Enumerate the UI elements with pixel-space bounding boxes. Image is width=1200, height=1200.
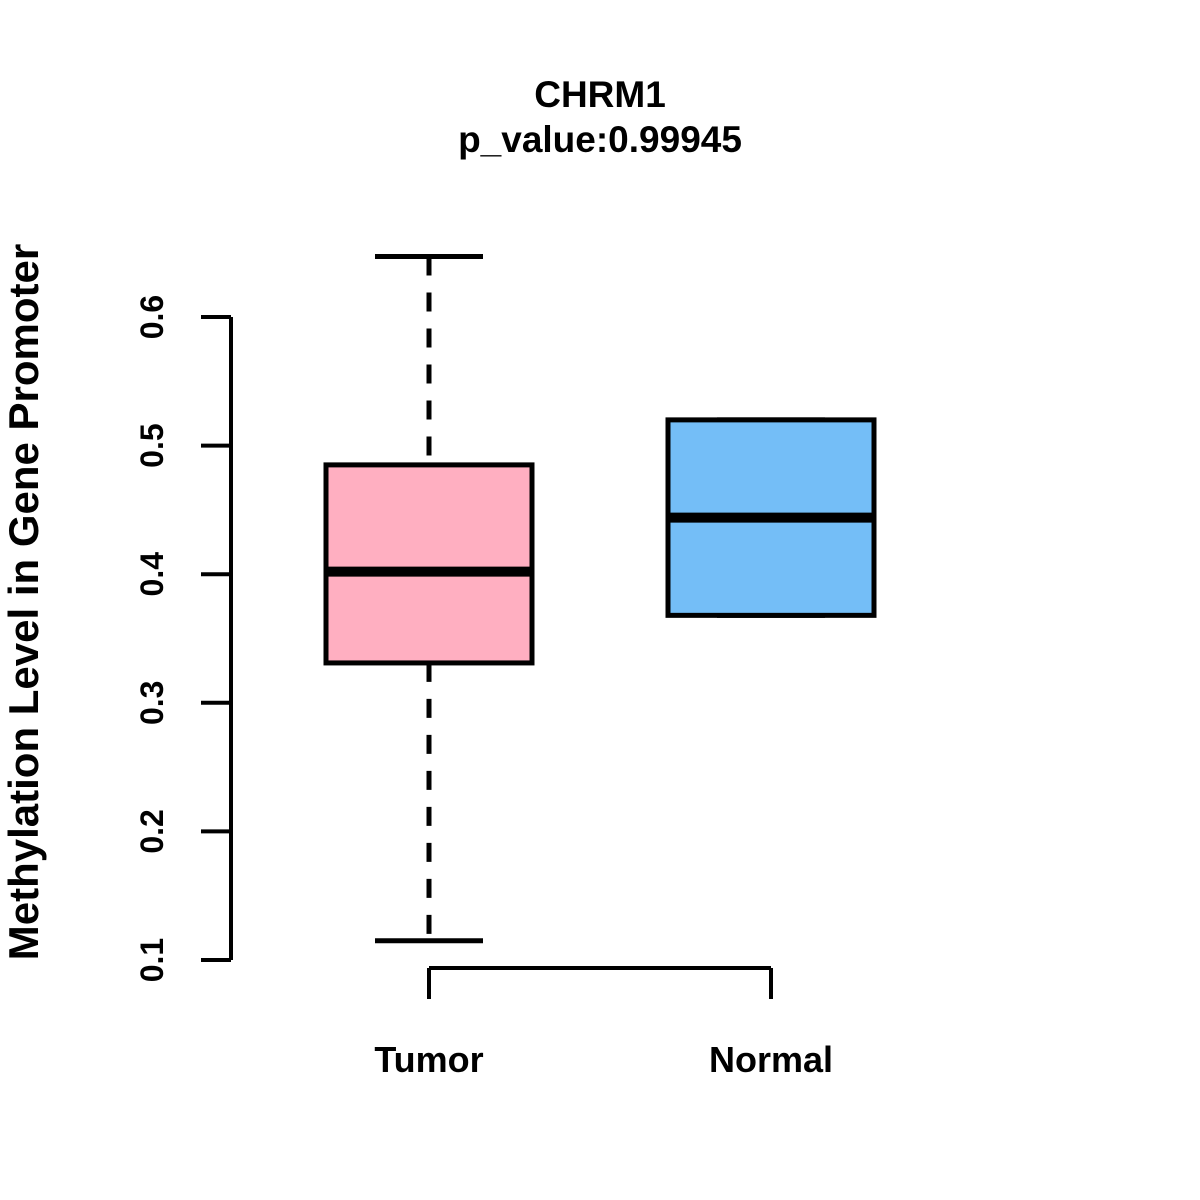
x-category-label: Tumor	[374, 1039, 483, 1080]
y-tick-label: 0.1	[134, 938, 170, 982]
chart-subtitle: p_value:0.99945	[458, 119, 742, 160]
box-tumor	[323, 254, 535, 944]
box-normal	[665, 417, 877, 618]
x-axis: Tumor Normal	[374, 966, 833, 1080]
y-tick-label: 0.5	[134, 423, 170, 467]
chart-title: CHRM1	[534, 74, 666, 115]
x-category-label: Normal	[709, 1039, 833, 1080]
boxes	[323, 254, 877, 944]
y-axis: 0.1 0.2 0.3 0.4 0.5 0.6	[134, 295, 233, 982]
y-tick-label: 0.6	[134, 295, 170, 339]
y-tick-label: 0.3	[134, 681, 170, 725]
iqr-box	[323, 462, 535, 666]
y-axis-title: Methylation Level in Gene Promoter	[0, 244, 47, 960]
y-tick-label: 0.2	[134, 809, 170, 853]
y-tick-label: 0.4	[134, 552, 170, 597]
